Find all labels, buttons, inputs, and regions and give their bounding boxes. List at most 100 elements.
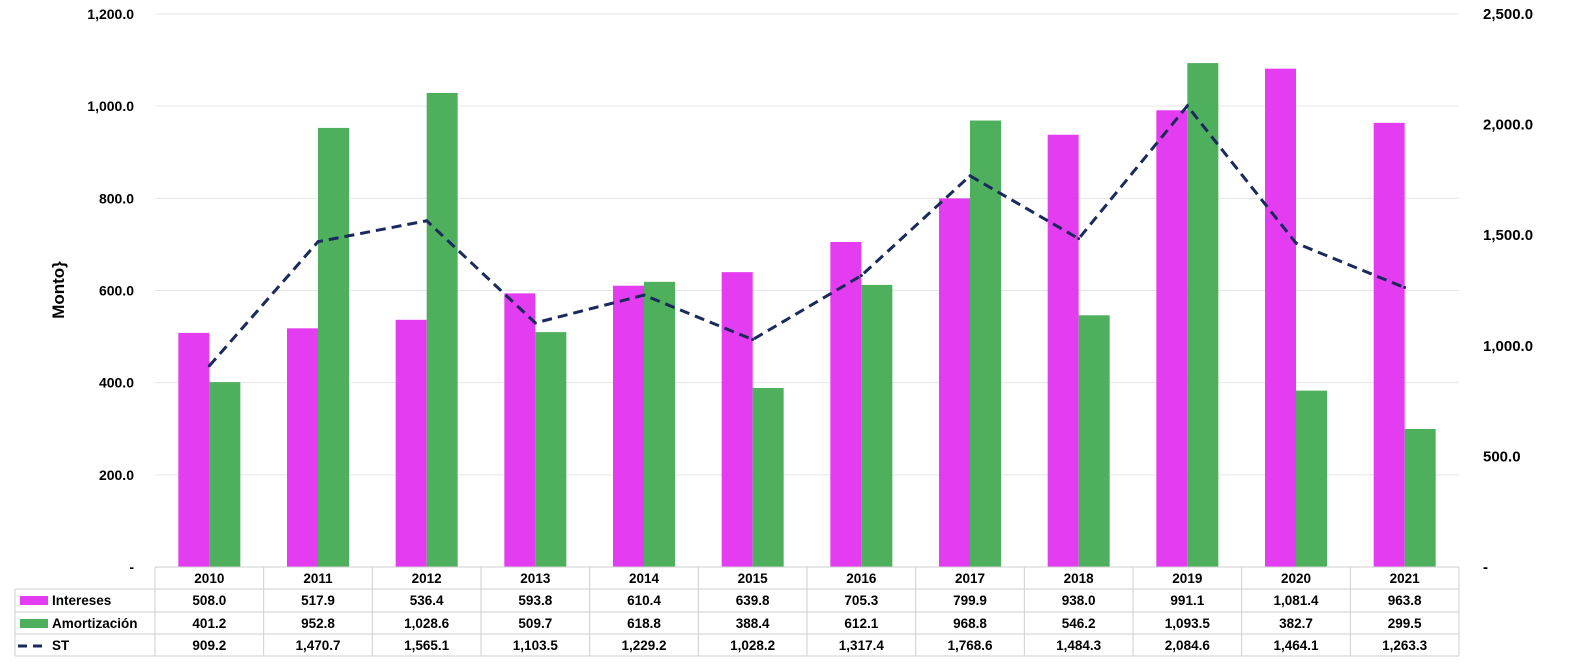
data-label: 1,028.6 [404,616,450,631]
data-label: 2,084.6 [1165,638,1211,653]
data-label: 963.8 [1388,593,1422,608]
y2-tick-label: 500.0 [1483,448,1521,465]
legend-key-intereses [20,596,48,605]
bar-intereses [287,328,318,567]
bar-intereses [178,332,210,567]
bar-amortizacion [209,382,241,567]
data-label: 593.8 [518,593,552,608]
st-point [1403,286,1407,290]
data-label: 612.1 [844,616,878,631]
bars [178,63,1436,568]
data-label: 618.8 [627,616,661,631]
st-point [642,293,646,297]
bar-amortizacion [1187,63,1219,568]
bar-intereses [1265,68,1296,567]
data-label: 517.9 [301,593,335,608]
bar-intereses [504,293,536,567]
data-label: 938.0 [1062,593,1096,608]
data-label: 299.5 [1388,616,1422,631]
data-label: 1,317.4 [839,638,885,653]
y-tick-label: 400.0 [99,375,134,391]
legend-key-amortizacion [20,619,48,628]
y-tick-label: - [129,559,134,575]
data-label: 1,263.3 [1382,638,1428,653]
data-label: 1,484.3 [1056,638,1102,653]
y-axis-right: - 500.0 1,000.0 1,500.0 2,000.0 2,500.0 [1483,6,1533,576]
category-label: 2021 [1390,571,1421,586]
bar-amortizacion [535,332,567,567]
y-tick-label: 200.0 [99,467,134,483]
y2-tick-label: 1,500.0 [1483,227,1533,244]
st-point [968,174,972,178]
category-label: 2012 [412,571,442,586]
data-label: 508.0 [192,593,226,608]
bar-amortizacion [318,127,349,567]
bar-intereses [1373,122,1405,568]
category-label: 2017 [955,571,985,586]
data-label: 509.7 [518,616,552,631]
data-label: 1,081.4 [1273,593,1319,608]
category-label: 2020 [1281,571,1311,586]
bar-amortizacion [644,281,675,567]
st-series-line [208,103,1406,367]
st-point [533,321,537,325]
data-label: 610.4 [627,593,661,608]
category-label: 2018 [1064,571,1095,586]
data-label: 909.2 [192,638,226,653]
data-label: 401.2 [192,616,226,631]
category-label: 2015 [738,571,769,586]
data-label: 991.1 [1170,593,1204,608]
st-point [1294,241,1298,245]
y-tick-label: 600.0 [99,283,134,299]
data-label: 1,768.6 [947,638,993,653]
st-point [316,240,320,244]
bar-amortizacion [752,388,784,567]
bar-amortizacion [1404,428,1436,567]
data-label: 705.3 [844,593,878,608]
data-label: 968.8 [953,616,987,631]
st-point [859,274,863,278]
data-label: 1,464.1 [1273,638,1319,653]
bar-amortizacion [426,92,458,568]
bar-amortizacion [861,284,893,567]
bar-amortizacion [1296,390,1327,567]
data-label: 1,093.5 [1165,616,1211,631]
data-label: 536.4 [410,593,444,608]
data-table: 2010 2011 2012 2013 2014 2015 2016 2017 2018 2019… [14,566,1460,657]
data-label: 1,229.2 [621,638,666,653]
y2-tick-label: - [1483,559,1488,576]
bar-amortizacion [1078,315,1110,567]
data-label: 1,103.5 [513,638,559,653]
y-tick-label: 1,000.0 [87,98,134,114]
st-line [207,103,1407,368]
data-label: 546.2 [1062,616,1096,631]
data-label: 1,565.1 [404,638,450,653]
y2-tick-label: 2,500.0 [1483,6,1533,23]
y2-tick-label: 2,000.0 [1483,117,1533,134]
st-point [207,364,211,368]
st-point [1077,237,1081,241]
y2-tick-label: 1,000.0 [1483,338,1533,355]
bar-intereses [830,241,862,567]
category-label: 2013 [520,571,551,586]
st-point [425,219,429,223]
bar-intereses [1156,110,1188,568]
st-point [751,338,755,342]
bar-intereses [939,198,970,568]
bar-intereses [1047,134,1079,567]
category-label: 2019 [1172,571,1202,586]
data-label: 1,028.2 [730,638,775,653]
data-label: 1,470.7 [295,638,340,653]
legend-label: Amortización [52,616,138,631]
category-label: 2016 [846,571,877,586]
y-axis-label: Monto} [49,261,68,319]
y-tick-label: 1,200.0 [87,6,134,22]
category-label: 2010 [194,571,224,586]
legend-label: ST [52,638,70,653]
bar-intereses [613,285,644,567]
data-label: 952.8 [301,616,335,631]
bar-intereses [395,319,427,567]
bar-intereses [721,272,753,567]
gridlines [155,13,1459,476]
